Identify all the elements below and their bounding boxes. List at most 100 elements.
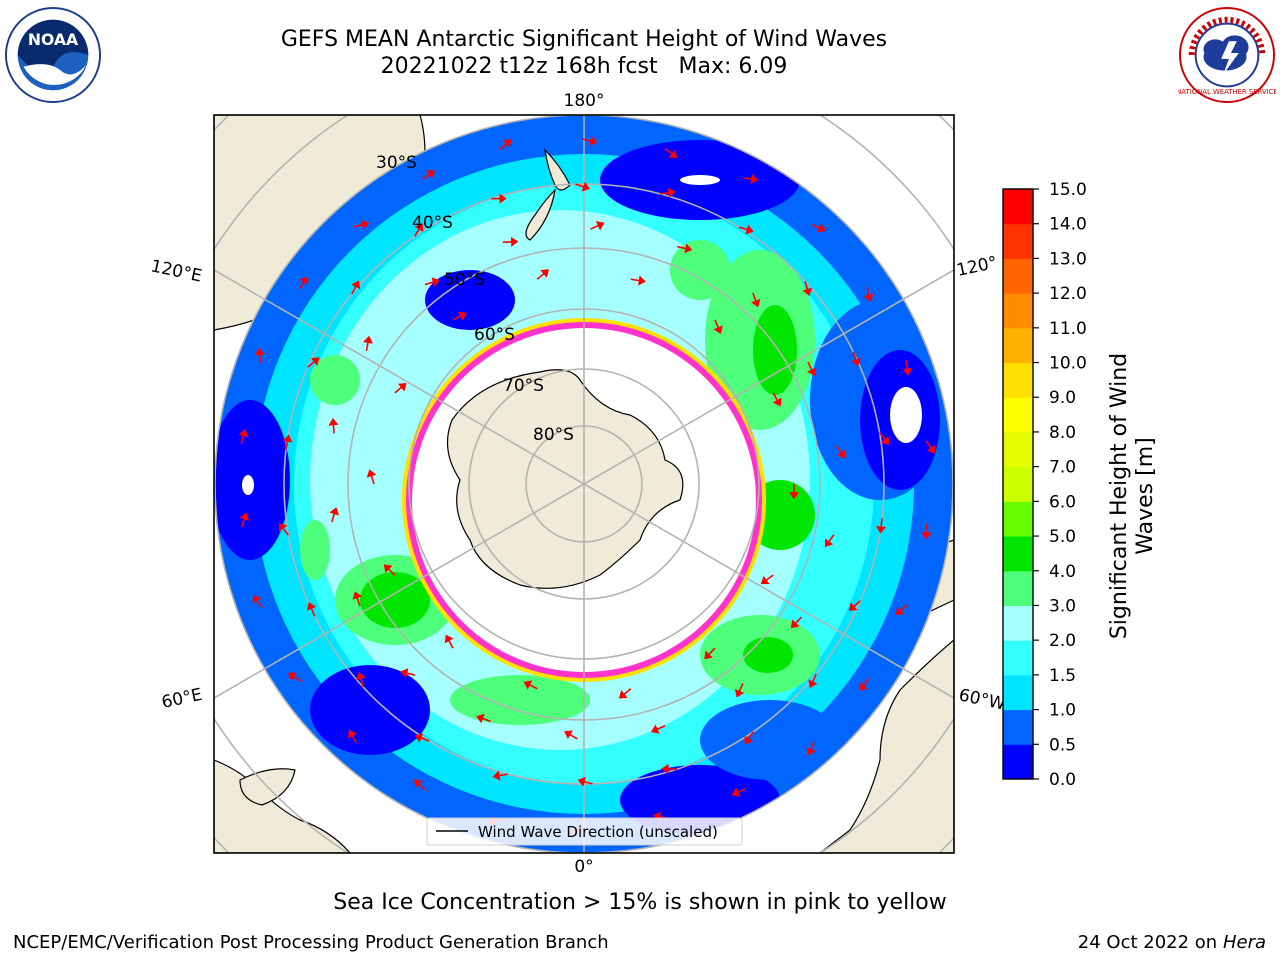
wave-direction-arrowhead [684,243,693,254]
wave-direction-arrowhead [397,383,407,392]
wave-direction-arrow [811,673,817,683]
wave-direction-arrowhead [355,671,366,681]
footer-date-text: 24 Oct 2022 on [1077,932,1218,953]
sea-ice-caption: Sea Ice Concentration > 15% is shown in … [333,890,947,915]
wave-direction-arrow [765,574,774,582]
wave-direction-arrow [307,360,316,368]
wave-direction-arrow [365,341,369,352]
wave-direction-arrow [406,672,416,676]
colorbar-swatch [1003,501,1033,537]
chart-title: GEFS MEAN Antarctic Significant Height o… [280,27,888,52]
wave-direction-arrow [498,773,508,777]
wave-direction-arrowhead [278,523,288,532]
wave-direction-arrow [862,678,870,687]
antarctica-land [446,369,684,589]
wave-direction-arrowhead [668,149,678,158]
wave-direction-arrow [298,281,305,290]
colorbar-frame [1002,188,1034,780]
wave-direction-arrowhead [564,730,573,740]
wave-direction-arrowhead [704,650,713,660]
wave-direction-arrow [452,314,462,321]
wave-direction-arrowhead [329,507,340,516]
wave-direction-arrow [310,607,316,617]
footer-host: Hera [1222,932,1266,953]
legend-label: Wind Wave Direction (unscaled) [478,823,718,841]
wave-direction-arrowhead [499,193,507,204]
wave-direction-arrowhead [458,311,467,321]
wave-direction-arrow [853,600,861,608]
nws-logo: NATIONAL WEATHER SERVICE [1178,6,1276,104]
colorbar-tick-label: 8.0 [1049,423,1076,443]
wave-direction-arrowhead [414,733,424,743]
lat-label-80s: 80°S [533,425,574,445]
wave-direction-arrowhead [772,397,782,407]
nws-logo-text: NATIONAL WEATHER SERVICE [1178,88,1276,96]
colorbar-swatch [1003,189,1033,225]
noaa-logo-text: NOAA [28,30,79,49]
colorbar-tick-label: 13.0 [1049,249,1087,269]
colorbar-tick-label: 6.0 [1049,492,1076,512]
colorbar-swatch [1003,709,1033,745]
wave-direction-arrow [866,286,870,296]
colorbar-tick-label: 14.0 [1049,215,1087,235]
wave-direction-arrow [880,518,883,528]
wave-direction-arrowhead [848,602,858,611]
wave-direction-arrow [664,148,673,155]
wave-direction-arrow [747,731,754,740]
wave-direction-arrowhead [444,634,454,644]
wave-direction-arrowhead [817,223,826,233]
wave-direction-arrow [351,734,358,744]
wave-direction-arrowhead [502,139,512,148]
wave-direction-arrowhead [413,779,423,789]
wave-direction-arrowhead [744,735,753,745]
wave-direction-arrow [738,226,748,231]
south-america-land-2 [819,639,954,853]
colorbar-swatch [1003,293,1033,329]
colorbar-tick-label: 15.0 [1049,180,1087,200]
wave-direction-arrowhead [788,492,800,500]
wave-direction-arrow [394,386,403,394]
wave-direction-arrow [292,675,302,682]
wave-direction-arrow [807,361,813,371]
wave-direction-arrow [582,138,592,142]
wave-direction-arrowhead [540,269,549,278]
wave-direction-arrow [737,788,746,794]
lat-label-60s: 60°S [474,325,515,345]
colorbar: 0.0 0.5 1.0 1.5 2.0 3.0 4.0 5.0 6.0 7.0 8.0 9.0 10.0… [1002,180,1087,790]
wave-direction-arrow [359,677,364,688]
wave-direction-arrowhead [581,181,591,192]
colorbar-swatch [1003,327,1033,364]
wave-direction-arrowhead [638,275,646,286]
wave-direction-arrow [738,683,744,692]
wave-direction-arrowhead [426,170,436,179]
wave-direction-arrow [370,475,375,485]
wave-direction-arrowhead [366,469,377,478]
lat-label-70s: 70°S [503,376,544,396]
wave-direction-arrow [772,392,779,402]
wave-direction-arrow [499,142,508,150]
lat-label-40s: 40°S [412,213,453,233]
colorbar-swatch [1003,744,1033,780]
wave-direction-arrow [240,518,246,528]
colorbar-tick-label: 5.0 [1049,527,1076,547]
wave-direction-arrow [331,513,336,523]
colorbar-tick-label: 0.5 [1049,735,1076,755]
colorbar-swatch [1003,223,1033,259]
wave-direction-arrowhead [790,619,800,629]
wave-direction-arrow [804,280,809,291]
wave-direction-arrowhead [926,444,936,454]
wave-direction-arrow [708,647,716,656]
wave-direction-arrowhead [902,367,913,376]
colorbar-tick-label: 3.0 [1049,596,1076,616]
wave-direction-arrowhead [492,770,501,781]
wave-direction-arrow [828,534,835,543]
wave-direction-arrowhead [851,357,861,367]
wave-direction-arrow [905,360,909,370]
wave-direction-arrowhead [863,293,874,302]
wave-direction-arrow [852,351,857,361]
lon-label-upper-left: 120°E [149,256,204,286]
wave-direction-arrowhead [595,221,605,231]
wave-direction-arrow [417,783,426,791]
wave-direction-arrowhead [824,538,834,548]
colorbar-swatch [1003,570,1033,606]
